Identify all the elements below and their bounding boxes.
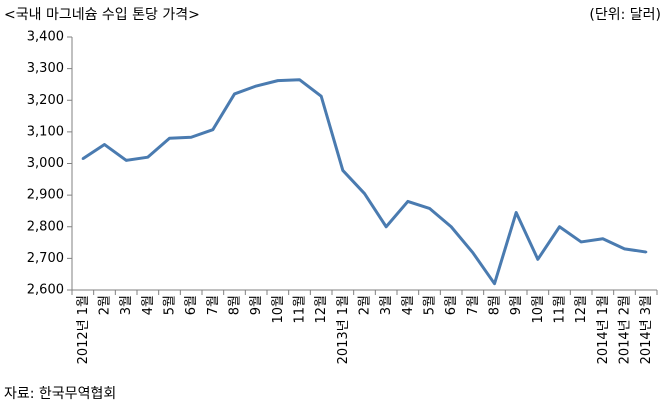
y-tick-label: 3,200 (27, 93, 64, 108)
y-tick-label: 3,300 (27, 61, 64, 76)
data-point (406, 200, 410, 203)
data-point (146, 155, 150, 159)
y-tick-label: 3,000 (27, 156, 64, 171)
data-point (341, 169, 345, 172)
x-tick-label: 9월 (249, 295, 264, 315)
data-point (601, 237, 605, 240)
x-tick-label: 10월 (271, 295, 286, 324)
x-tick-label: 12월 (574, 295, 589, 324)
data-point (536, 258, 540, 261)
x-tick-label: 6월 (444, 295, 459, 315)
x-tick-label: 5월 (423, 295, 438, 315)
x-tick-label: 2014년 2월 (618, 295, 633, 364)
data-point (103, 143, 106, 146)
x-tick-label: 5월 (163, 295, 178, 315)
data-point (493, 282, 496, 285)
data-point (233, 92, 236, 96)
x-tick-label: 12월 (314, 295, 329, 324)
x-tick-label: 4월 (141, 295, 156, 315)
x-axis-ticks: 2012년 1월 2월 3월 4월 5월 6월 7월 8월 9월 10월 11월 12월 2013년 1… (71, 290, 658, 364)
x-tick-label: 4월 (401, 295, 416, 315)
data-point (623, 247, 626, 251)
x-tick-label: 2월 (98, 295, 113, 315)
x-tick-label: 2월 (358, 295, 373, 315)
data-point (579, 240, 583, 244)
data-point (384, 225, 388, 228)
unit-label: (단위: 달러) (589, 7, 661, 23)
x-tick-label: 6월 (184, 295, 199, 315)
data-point (471, 251, 475, 254)
data-point (276, 79, 280, 82)
x-tick-label: 2013년 1월 (336, 295, 351, 364)
data-point (211, 128, 215, 131)
x-tick-label: 10월 (531, 295, 546, 324)
series-line (82, 78, 647, 286)
data-point (168, 137, 171, 140)
x-tick-label: 3월 (119, 295, 134, 315)
y-tick-label: 2,700 (27, 251, 64, 266)
series-layer (81, 78, 648, 286)
y-tick-label: 3,100 (27, 124, 64, 139)
x-tick-label: 8월 (228, 295, 243, 315)
source-label: 자료: 한국무역협회 (4, 386, 117, 402)
data-point (514, 211, 518, 214)
y-axis-ticks: 2,600 2,700 2,800 2,900 3,000 3,100 3,200 3,300… (27, 30, 72, 298)
x-tick-label: 11월 (293, 295, 308, 324)
data-point (428, 207, 431, 210)
x-tick-label: 7월 (466, 295, 481, 315)
data-point (644, 250, 648, 254)
y-tick-label: 2,800 (27, 219, 64, 234)
data-point (254, 84, 258, 88)
x-tick-label: 9월 (509, 295, 524, 315)
y-tick-label: 2,900 (27, 188, 64, 203)
x-tick-label: 2014년 3월 (639, 295, 654, 364)
chart-title: <국내 마그네슘 수입 톤당 가격> (4, 7, 200, 23)
data-point (319, 94, 323, 98)
data-point (124, 159, 128, 162)
x-tick-label: 2012년 1월 (76, 295, 91, 364)
data-point (81, 157, 85, 160)
x-tick-label: 8월 (488, 295, 503, 315)
x-tick-label: 11월 (553, 295, 568, 324)
data-point (558, 225, 561, 228)
x-tick-label: 3월 (379, 295, 394, 315)
y-tick-label: 2,600 (27, 283, 64, 298)
data-point (449, 225, 453, 228)
axes (71, 37, 657, 291)
data-point (363, 192, 366, 195)
data-point (298, 78, 301, 81)
data-point (189, 136, 193, 139)
y-tick-label: 3,400 (27, 30, 64, 45)
x-tick-label: 7월 (206, 295, 221, 315)
x-tick-label: 2014년 1월 (596, 295, 611, 364)
